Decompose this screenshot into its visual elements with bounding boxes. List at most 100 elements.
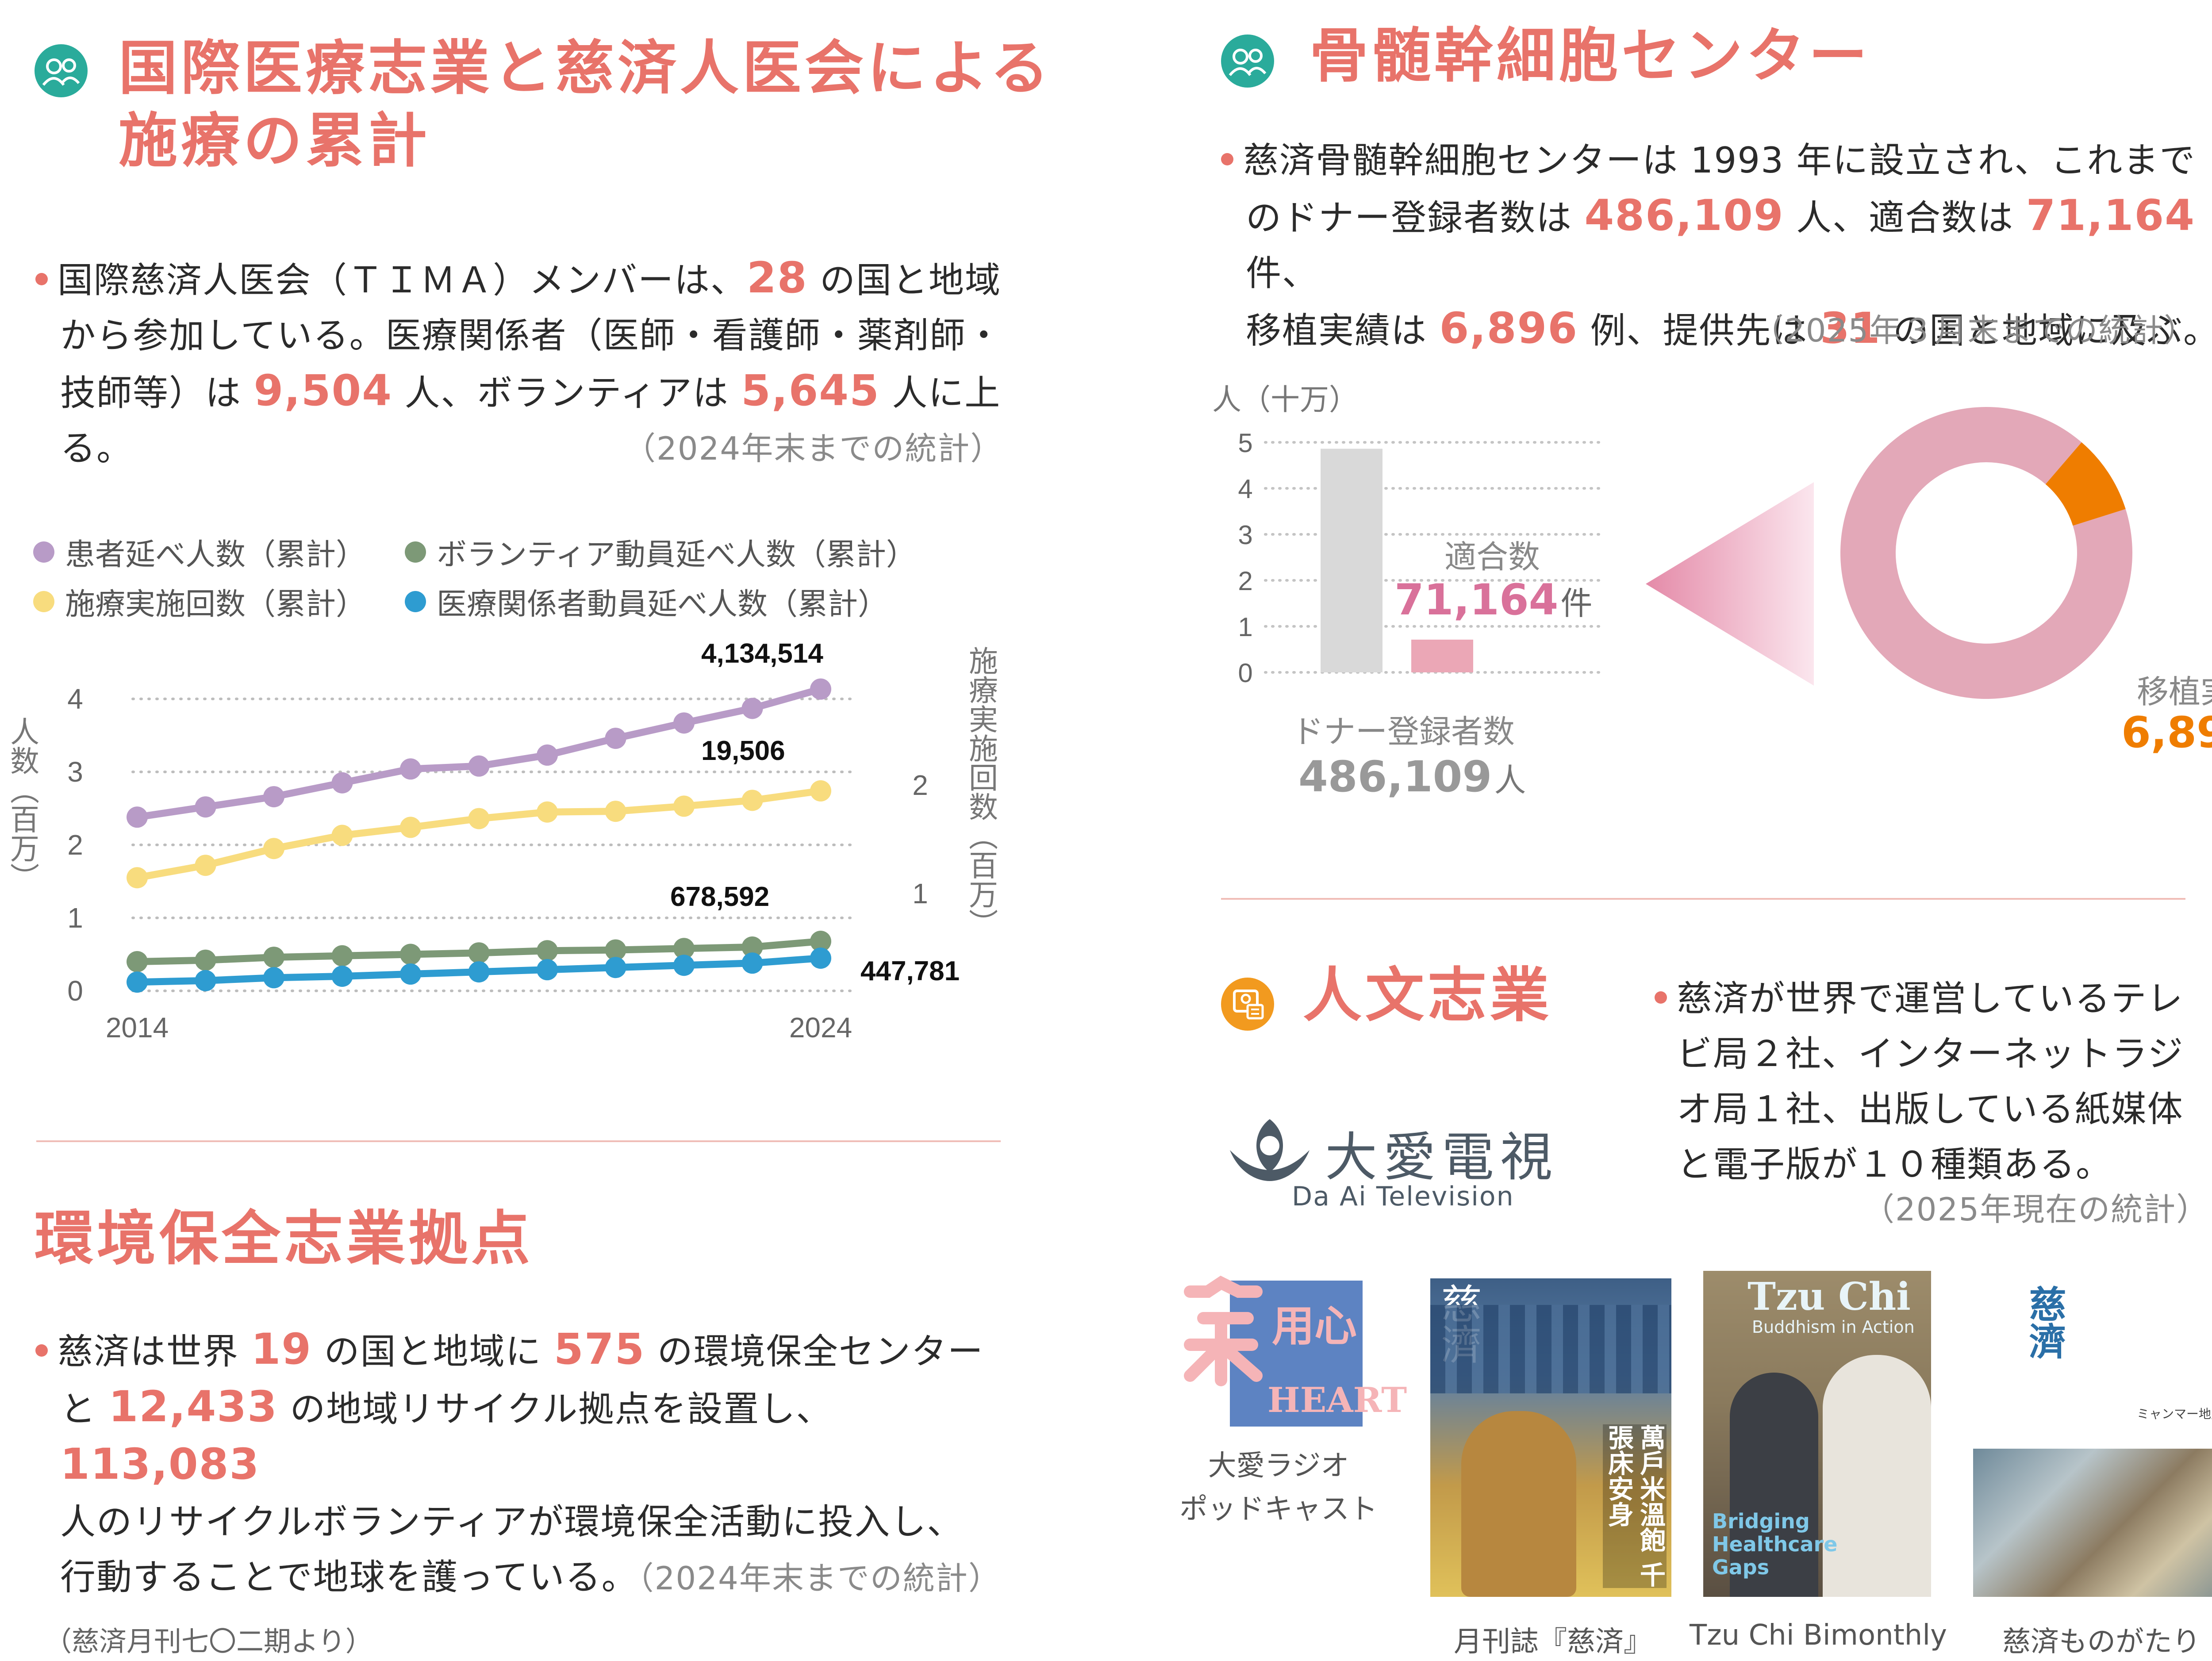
magazine-tzuchi-monthly-cover[interactable]: 慈濟 萬戶米溫飽 千張床安身 — [1430, 1278, 1671, 1597]
env-line1: 慈済は世界 19 の国と地域に 575 の環境保全センター — [35, 1322, 1022, 1379]
data-point — [468, 808, 490, 829]
medical-text-b: の国と地域 — [820, 260, 1002, 301]
marrow-line3: 移植実績は 6,896 例、提供先は 31 の国と地域に及ぶ。 — [1221, 301, 2212, 358]
heart-main: 用心 — [1272, 1301, 1357, 1351]
data-point — [127, 971, 148, 993]
bullet-dot — [1655, 991, 1667, 1004]
culture-line2: ビ局２社、インターネットラジ — [1677, 1033, 2184, 1074]
right-tick-label: 1 — [912, 878, 928, 909]
end-value-label: 678,592 — [670, 882, 769, 912]
culture-title: 人文志業 — [1303, 962, 1552, 1030]
data-point — [195, 796, 216, 818]
medical-line1: 国際慈済人医会（ＴＩＭＡ）メンバーは、28 の国と地域 — [35, 250, 1009, 308]
data-point — [605, 939, 626, 961]
legend-dot-icon — [405, 541, 426, 563]
data-point — [468, 961, 490, 983]
culture-note: （2025年現在の統計） — [1863, 1191, 2209, 1228]
end-value-label: 4,134,514 — [701, 638, 823, 669]
culture-body: 慈済が世界で運営しているテレ ビ局２社、インターネットラジ オ局１社、出版してい… — [1655, 971, 2212, 1192]
mag2-person-left — [1730, 1373, 1818, 1597]
env-n1: 19 — [251, 1324, 312, 1374]
bar-0 — [1321, 449, 1382, 672]
legend-sessions-label: 施療実施回数（累計） — [65, 587, 366, 622]
da-ai-tv-logo: 大愛電視 Da Ai Television — [1221, 1106, 1593, 1221]
culture-line4: と電子版が１０種類ある。 — [1677, 1144, 2112, 1185]
medical-line2: から参加している。医療関係者（医師・看護師・薬剤師・ — [35, 308, 1009, 363]
num-volunteers: 5,645 — [741, 366, 880, 415]
data-point — [263, 967, 284, 989]
marrow-line1: 慈済骨髄幹細胞センターは 1993 年に設立され、これまで — [1221, 133, 2212, 188]
legend-medical-staff-label: 医療関係者動員延べ人数（累計） — [437, 587, 888, 622]
x-tick-label: 2024 — [789, 1012, 852, 1043]
medical-text-d: 技師等）は — [60, 372, 242, 414]
bar-y-tick: 4 — [1238, 474, 1252, 504]
data-point — [127, 951, 148, 972]
data-point — [127, 867, 148, 889]
y-tick-label: 1 — [67, 902, 83, 934]
env-t1: 慈済は世界 — [58, 1331, 239, 1372]
data-point — [810, 947, 831, 969]
data-point — [741, 936, 763, 958]
legend-patients: 患者延べ人数（累計） — [33, 530, 366, 574]
env-n2: 575 — [553, 1324, 645, 1374]
y-tick-label: 3 — [67, 756, 83, 788]
data-point — [741, 698, 763, 719]
data-point — [331, 825, 353, 846]
right-axis-label: 施療実施回数（百万） — [964, 646, 998, 938]
mag1-person — [1461, 1411, 1576, 1597]
bar-y-tick: 3 — [1238, 520, 1252, 550]
marrow-line2: のドナー登録者数は 486,109 人、適合数は 71,164 件、 — [1221, 188, 2212, 301]
data-point — [400, 817, 421, 838]
legend-volunteers-label: ボランティア動員延べ人数（累計） — [437, 537, 916, 572]
legend-volunteers: ボランティア動員延べ人数（累計） — [405, 530, 916, 574]
data-point — [400, 758, 421, 780]
marrow-t5: 移植実績は — [1246, 310, 1427, 351]
source-note: （慈済月刊七〇二期より） — [44, 1625, 373, 1657]
donut-slice-0 — [1840, 407, 2132, 699]
data-point — [263, 838, 284, 859]
marrow-t6: 例、提供先は — [1590, 310, 1808, 351]
donor-value-row: 486,109 人 — [1298, 752, 1526, 802]
data-point — [537, 959, 558, 981]
data-point — [331, 966, 353, 987]
marrow-t4: 件、 — [1246, 253, 1318, 294]
donor-unit: 人 — [1494, 762, 1526, 799]
medical-text-a: 国際慈済人医会（ＴＩＭＡ）メンバーは、 — [58, 260, 747, 301]
mag1-rows — [1430, 1305, 1671, 1393]
data-point — [331, 945, 353, 967]
heart-logo-bg — [1230, 1281, 1363, 1427]
mag3-photo — [1973, 1449, 2212, 1597]
left-axis-label: 人数（百万） — [5, 717, 39, 892]
pointer-triangle — [1646, 482, 1814, 686]
donor-value: 486,109 — [1298, 752, 1492, 802]
bar-y-tick: 2 — [1238, 566, 1252, 596]
num-countries: 28 — [747, 253, 808, 303]
medical-team-icon — [1221, 35, 1274, 88]
culture-text-0: 慈済が世界で運営しているテレ — [1677, 978, 2184, 1019]
tv-name-en: Da Ai Television — [1292, 1181, 1514, 1212]
mag1-cover-text: 萬戶米溫飽 千張床安身 — [1603, 1424, 1667, 1588]
data-point — [195, 970, 216, 991]
y-tick-label: 0 — [67, 975, 83, 1007]
data-point — [263, 786, 284, 808]
flower-mark-icon — [1184, 1275, 1263, 1386]
env-n3: 12,433 — [108, 1382, 278, 1431]
medical-line-chart: 0 1 2 3 4 1 2 2014 2024 4,134,514 19,506 678,592 447… — [67, 638, 960, 1043]
tv-name-cn: 大愛電視 — [1325, 1127, 1559, 1188]
data-point — [741, 790, 763, 811]
mag3-logo: 慈濟 — [2023, 1285, 2067, 1359]
marrow-n4: 31 — [1820, 303, 1881, 353]
magazine-tzuchi-stories-cover[interactable]: 慈濟 ミャンマー地震 — [1973, 1276, 2212, 1597]
culture-line1: 慈済が世界で運営しているテレ — [1655, 971, 2212, 1026]
marrow-bar-chart: 0 1 2 3 4 5 — [1238, 428, 1603, 688]
magazine-tzuchi-bimonthly-cover[interactable]: Tzu Chi Buddhism in Action Bridging Heal… — [1703, 1271, 1931, 1597]
medical-title: 国際医療志業と慈済人医会による 施療の累計 — [119, 33, 1052, 177]
transplant-value-row: 6,896 例 — [2121, 708, 2212, 757]
data-point — [195, 855, 216, 876]
data-point — [331, 772, 353, 794]
section-divider — [1221, 898, 2185, 900]
match-unit: 件 — [1560, 585, 1593, 622]
data-point — [810, 931, 831, 952]
marrow-note: （2025年３月末までの統計） — [1752, 312, 2197, 349]
env-t4: と — [60, 1389, 96, 1430]
